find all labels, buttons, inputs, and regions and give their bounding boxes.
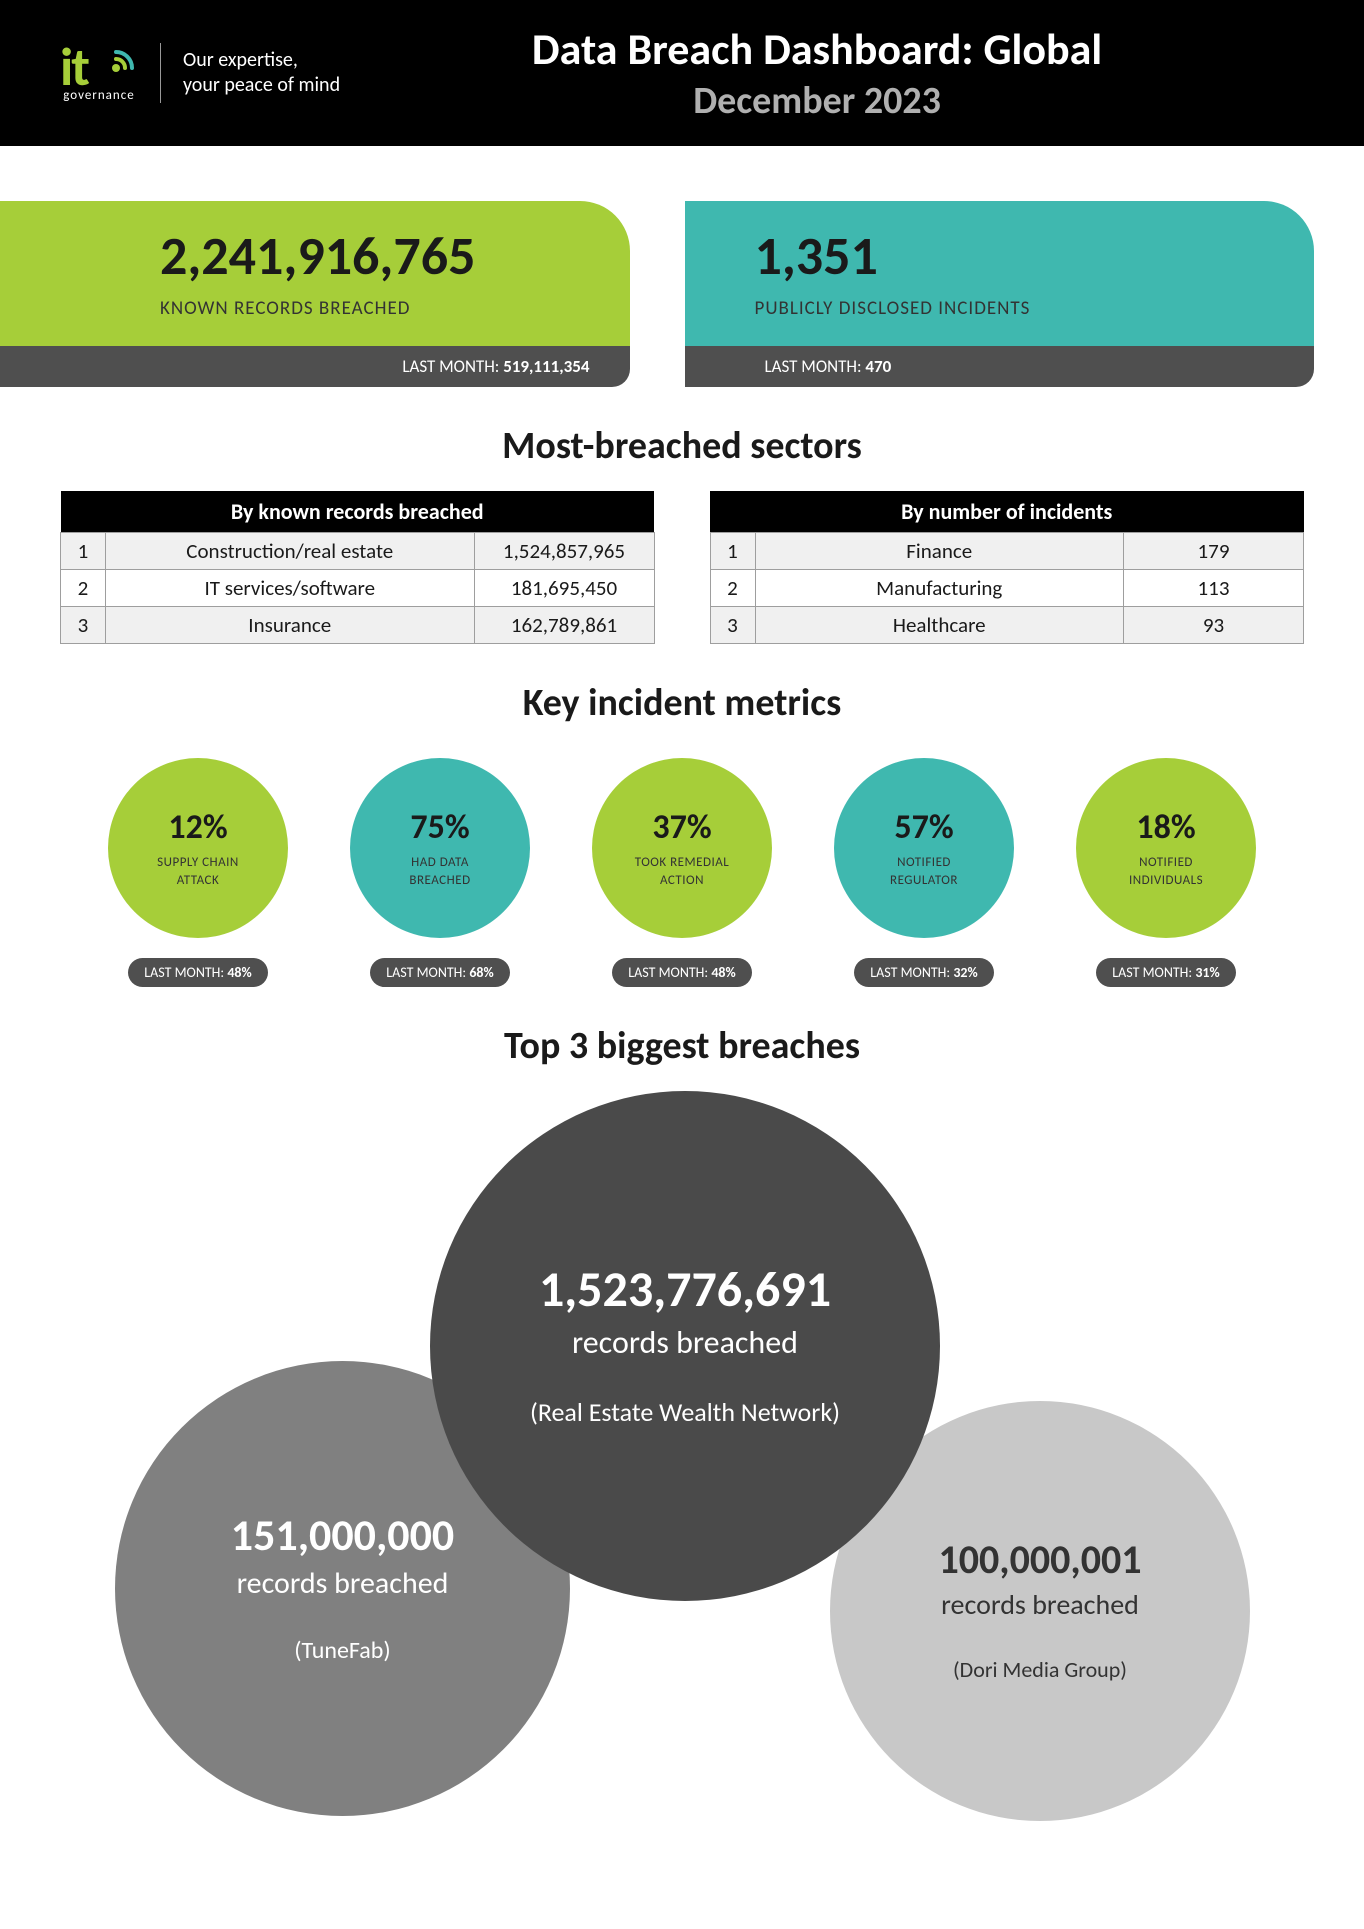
metric-supply-chain: 12% SUPPLY CHAINATTACK LAST MONTH: 48% — [98, 758, 298, 987]
table-header: By number of incidents — [710, 491, 1304, 533]
logo-signal-icon — [94, 46, 138, 90]
table-by-records: By known records breached 1Construction/… — [60, 491, 655, 644]
breach-sub: records breached — [941, 1587, 1139, 1622]
breach-value: 100,000,001 — [938, 1539, 1141, 1581]
page-title: Data Breach Dashboard: Global — [370, 22, 1264, 76]
metrics-title: Key incident metrics — [0, 680, 1364, 726]
kpi-records: 2,241,916,765 KNOWN RECORDS BREACHED LAS… — [0, 201, 630, 387]
metric-lastmonth: LAST MONTH: 31% — [1096, 958, 1235, 987]
metric-pct: 37% — [652, 807, 711, 848]
metric-regulator: 57% NOTIFIEDREGULATOR LAST MONTH: 32% — [824, 758, 1024, 987]
metric-lastmonth: LAST MONTH: 32% — [854, 958, 993, 987]
kpi-incidents: 1,351 PUBLICLY DISCLOSED INCIDENTS LAST … — [685, 201, 1315, 387]
table-row: 3Insurance162,789,861 — [61, 607, 655, 644]
metric-pct: 12% — [168, 807, 227, 848]
tagline-line1: Our expertise, — [183, 48, 340, 73]
logo-divider — [160, 43, 161, 103]
header-bar: it governance Our expertise, your peace … — [0, 0, 1364, 146]
tagline-line2: your peace of mind — [183, 73, 340, 98]
metric-pct: 57% — [894, 807, 953, 848]
table-row: 2Manufacturing113 — [710, 570, 1304, 607]
sector-tables: By known records breached 1Construction/… — [0, 491, 1364, 644]
metrics-row: 12% SUPPLY CHAINATTACK LAST MONTH: 48% 7… — [0, 748, 1364, 987]
metric-lastmonth: LAST MONTH: 48% — [612, 958, 751, 987]
breach-org: (Dori Media Group) — [953, 1656, 1127, 1683]
kpi-incidents-lastmonth: LAST MONTH: 470 — [685, 346, 1315, 387]
kpi-records-label: KNOWN RECORDS BREACHED — [160, 297, 590, 320]
table-by-incidents: By number of incidents 1Finance179 2Manu… — [710, 491, 1305, 644]
metric-data-breached: 75% HAD DATABREACHED LAST MONTH: 68% — [340, 758, 540, 987]
metric-lastmonth: LAST MONTH: 68% — [370, 958, 509, 987]
kpi-incidents-value: 1,351 — [755, 229, 1275, 283]
metric-lastmonth: LAST MONTH: 48% — [128, 958, 267, 987]
metric-remedial: 37% TOOK REMEDIALACTION LAST MONTH: 48% — [582, 758, 782, 987]
page-subtitle: December 2023 — [370, 78, 1264, 124]
kpi-records-value: 2,241,916,765 — [160, 229, 590, 283]
table-header: By known records breached — [61, 491, 655, 533]
metric-individuals: 18% NOTIFIEDINDIVIDUALS LAST MONTH: 31% — [1066, 758, 1266, 987]
kpi-row: 2,241,916,765 KNOWN RECORDS BREACHED LAS… — [0, 146, 1364, 387]
metric-pct: 18% — [1136, 807, 1195, 848]
table-row: 1Construction/real estate1,524,857,965 — [61, 533, 655, 570]
breach-org: (TuneFab) — [294, 1636, 390, 1665]
logo-subtext: governance — [63, 88, 134, 103]
logo: it governance — [60, 43, 138, 103]
table-row: 3Healthcare93 — [710, 607, 1304, 644]
breaches-title: Top 3 biggest breaches — [0, 1023, 1364, 1069]
breaches-chart: 151,000,000 records breached (TuneFab) 1… — [60, 1091, 1304, 1871]
logo-block: it governance Our expertise, your peace … — [60, 43, 340, 103]
kpi-incidents-label: PUBLICLY DISCLOSED INCIDENTS — [755, 297, 1275, 320]
table-row: 1Finance179 — [710, 533, 1304, 570]
breach-org: (Real Estate Wealth Network) — [530, 1396, 840, 1428]
breach-value: 1,523,776,691 — [539, 1264, 831, 1317]
metric-pct: 75% — [410, 807, 469, 848]
table-row: 2IT services/software181,695,450 — [61, 570, 655, 607]
breach-value: 151,000,000 — [231, 1512, 454, 1558]
sectors-title: Most-breached sectors — [0, 423, 1364, 469]
breach-sub: records breached — [237, 1565, 449, 1602]
kpi-records-lastmonth: LAST MONTH: 519,111,354 — [0, 346, 630, 387]
breach-circle-1: 1,523,776,691 records breached (Real Est… — [430, 1091, 940, 1601]
logo-text: it — [60, 43, 88, 92]
tagline: Our expertise, your peace of mind — [183, 48, 340, 98]
header-titles: Data Breach Dashboard: Global December 2… — [370, 22, 1304, 124]
breach-sub: records breached — [572, 1323, 798, 1362]
